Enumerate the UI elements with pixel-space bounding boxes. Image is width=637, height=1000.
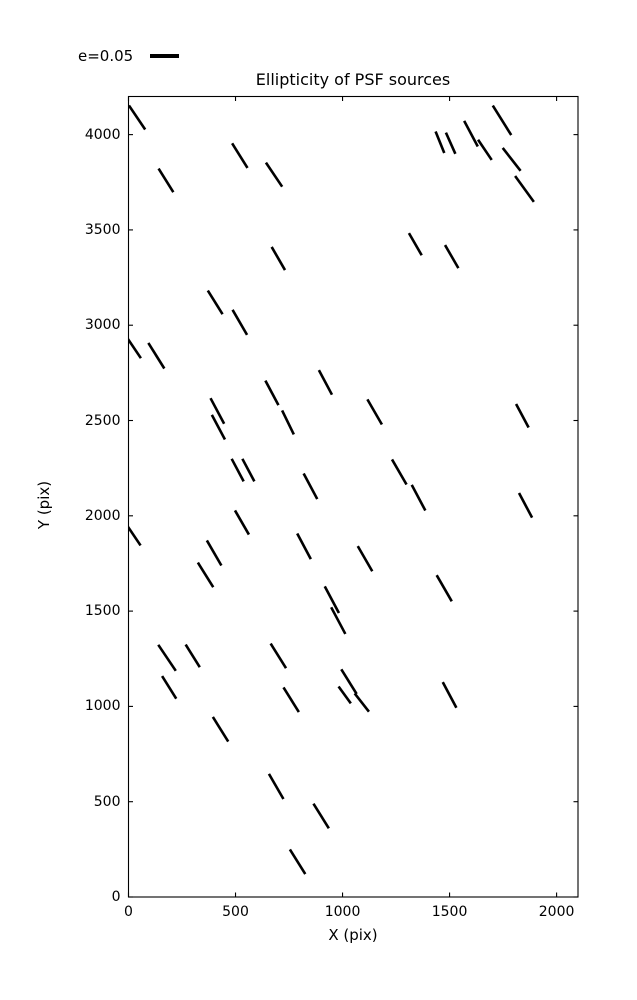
whisker-segment bbox=[157, 644, 177, 672]
whisker-segment bbox=[160, 675, 178, 700]
y-tick-label: 4000 bbox=[84, 126, 121, 143]
whisker-segment bbox=[233, 509, 251, 536]
whisker-segment bbox=[323, 585, 341, 614]
whisker-segment bbox=[267, 773, 285, 800]
y-tick-label: 500 bbox=[93, 793, 121, 810]
whisker-segment bbox=[514, 175, 535, 203]
whisker-segment bbox=[353, 692, 370, 713]
reference-whisker-icon bbox=[150, 54, 179, 58]
whisker-segment bbox=[230, 458, 245, 482]
y-tick-label: 0 bbox=[111, 889, 121, 905]
whisker-segment bbox=[491, 104, 513, 136]
whisker-segment bbox=[477, 139, 493, 161]
whisker-segment bbox=[206, 289, 224, 315]
x-tick-label: 0 bbox=[124, 904, 133, 920]
whisker-segment bbox=[434, 131, 446, 154]
whisker-segment bbox=[264, 161, 284, 188]
whisker-segment bbox=[241, 458, 256, 482]
x-tick-label: 1500 bbox=[431, 904, 468, 920]
whisker-segment bbox=[209, 397, 226, 425]
y-tick-label: 3500 bbox=[84, 221, 121, 238]
whisker-segment bbox=[157, 167, 175, 193]
whisker-segment bbox=[444, 132, 457, 155]
y-tick-label: 2500 bbox=[84, 412, 121, 429]
whisker-segment bbox=[205, 539, 223, 567]
whisker-segment bbox=[288, 848, 307, 875]
whisker-segment bbox=[356, 545, 374, 572]
whisker-segment bbox=[264, 379, 280, 406]
whisker-segment bbox=[441, 681, 458, 709]
whisker-segment bbox=[210, 414, 227, 441]
whisker-segment bbox=[312, 803, 330, 829]
whisker-segment bbox=[435, 574, 453, 602]
whisker-segment bbox=[337, 685, 352, 705]
whisker-segment bbox=[501, 147, 522, 172]
y-tick-label: 2000 bbox=[84, 507, 121, 524]
whisker-segment bbox=[196, 561, 215, 588]
whisker-segment bbox=[296, 532, 312, 560]
whisker-segment bbox=[270, 246, 287, 271]
whisker-segment bbox=[128, 337, 142, 359]
whisker-segment bbox=[147, 342, 166, 370]
whisker-segment bbox=[211, 716, 230, 743]
whisker-segment bbox=[128, 104, 147, 131]
whisker-segment bbox=[269, 642, 288, 669]
whisker-segment bbox=[231, 309, 249, 336]
legend-label: e=0.05 bbox=[78, 47, 134, 65]
whisker-segment bbox=[410, 484, 427, 512]
whisker-segment bbox=[366, 398, 384, 426]
y-tick-label: 1000 bbox=[84, 698, 121, 715]
axis-ticks bbox=[127, 96, 578, 898]
whisker-segment bbox=[330, 606, 347, 635]
whisker-segment bbox=[463, 120, 479, 148]
axes-spine bbox=[127, 95, 579, 898]
x-tick-label: 1000 bbox=[324, 904, 361, 920]
whisker-segment bbox=[340, 668, 358, 695]
whisker-segment bbox=[184, 643, 201, 668]
y-tick-label: 3000 bbox=[84, 317, 121, 334]
whisker-segment bbox=[514, 403, 530, 429]
whisker-segment bbox=[280, 409, 295, 435]
whisker-segment bbox=[231, 142, 249, 169]
whisker-segment bbox=[443, 244, 460, 269]
axes-frame bbox=[127, 95, 579, 898]
whisker-segment bbox=[302, 472, 319, 500]
y-axis-label: Y (pix) bbox=[35, 480, 53, 530]
x-tick-label: 500 bbox=[222, 904, 249, 920]
x-axis-label: X (pix) bbox=[328, 926, 378, 944]
y-tick-label: 1500 bbox=[84, 603, 121, 620]
whisker-segment bbox=[282, 686, 300, 713]
whisker-segment bbox=[317, 369, 334, 396]
whisker-segment bbox=[390, 458, 408, 486]
whisker-segment bbox=[128, 525, 142, 547]
whisker-series bbox=[128, 104, 535, 875]
whisker-segment bbox=[517, 492, 534, 519]
whisker-segment bbox=[407, 232, 423, 256]
x-tick-label: 2000 bbox=[538, 904, 575, 920]
page-title: Ellipticity of PSF sources bbox=[255, 70, 451, 89]
